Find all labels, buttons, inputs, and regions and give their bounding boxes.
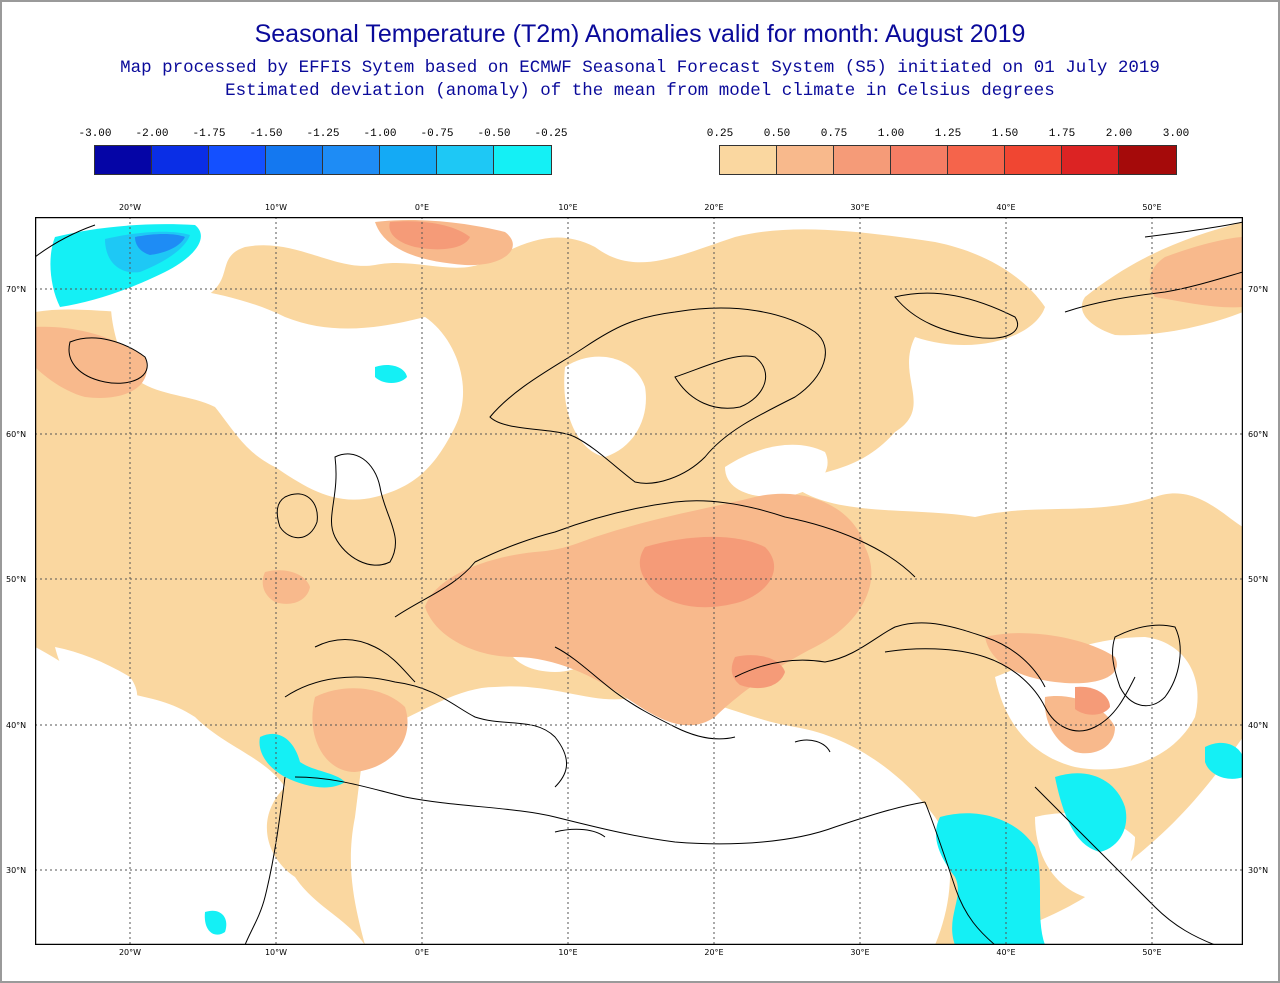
legend-negative-label: -1.25 <box>306 128 340 140</box>
map-subtitle-description: Estimated deviation (anomaly) of the mea… <box>225 81 1055 101</box>
legend-negative-label: -1.75 <box>192 128 226 140</box>
legend-negative-label: -1.00 <box>363 128 397 140</box>
legend-negative-colorbar <box>94 145 552 175</box>
map-border <box>35 217 1243 945</box>
legend-negative-swatch <box>209 146 266 174</box>
legend-negative-swatch <box>380 146 437 174</box>
no-anomaly-areas <box>55 277 1198 945</box>
legend-negative-swatch <box>437 146 494 174</box>
legend-negative-swatch <box>494 146 551 174</box>
legend-negative-label: -2.00 <box>135 128 169 140</box>
legend-positive-label: 0.25 <box>706 128 734 140</box>
legend-positive-swatch <box>891 146 948 174</box>
legend-positive-swatch <box>777 146 834 174</box>
legend-positive-label: 1.75 <box>1048 128 1076 140</box>
legend-negative-label: -0.75 <box>420 128 454 140</box>
legend-negative-label: -3.00 <box>78 128 112 140</box>
legend-negative-swatch <box>323 146 380 174</box>
legend-negative-label: -0.25 <box>534 128 568 140</box>
anomaly-map <box>35 217 1243 945</box>
legend-positive-label: 1.50 <box>991 128 1019 140</box>
coastlines <box>35 221 1243 945</box>
map-title: Seasonal Temperature (T2m) Anomalies val… <box>254 20 1026 48</box>
graticule <box>35 217 1243 945</box>
legend-positive-swatch <box>1005 146 1062 174</box>
legend-positive-label: 1.25 <box>934 128 962 140</box>
legend-negative-swatch <box>152 146 209 174</box>
legend-negative-label: -1.50 <box>249 128 283 140</box>
legend-positive-label: 1.00 <box>877 128 905 140</box>
legend-negative-label: -0.50 <box>477 128 511 140</box>
legend-positive-colorbar <box>719 145 1177 175</box>
cold-anomaly-areas <box>50 224 1243 945</box>
legend-positive-swatch <box>1062 146 1119 174</box>
anomaly-075-100-areas <box>389 221 1110 715</box>
legend-positive-label: 0.50 <box>763 128 791 140</box>
legend-positive-swatch <box>948 146 1005 174</box>
legend-positive-label: 3.00 <box>1162 128 1190 140</box>
legend-positive-swatch <box>834 146 891 174</box>
legend-positive-swatch <box>1119 146 1176 174</box>
legend-negative-swatch <box>95 146 152 174</box>
legend-negative-swatch <box>266 146 323 174</box>
map-subtitle-source: Map processed by EFFIS Sytem based on EC… <box>120 58 1160 78</box>
legend-positive-swatch <box>720 146 777 174</box>
legend-positive-label: 0.75 <box>820 128 848 140</box>
legend-positive-label: 2.00 <box>1105 128 1133 140</box>
